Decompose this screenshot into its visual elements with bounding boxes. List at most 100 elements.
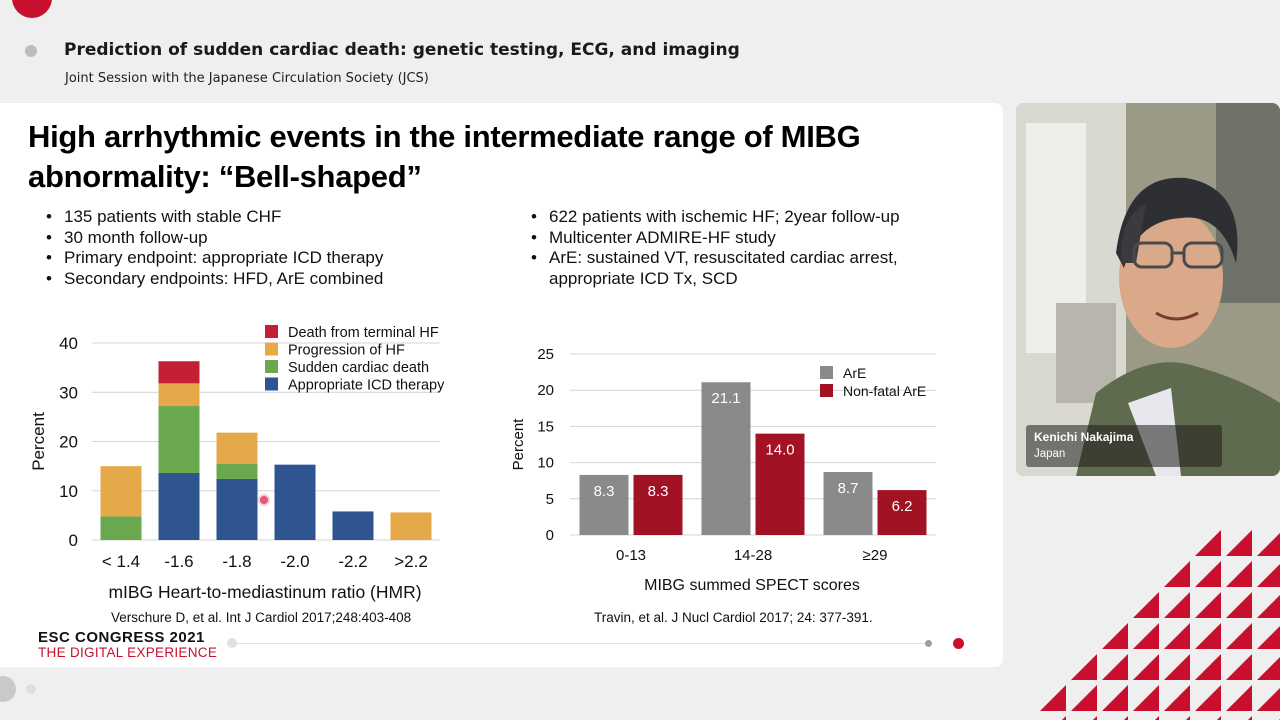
laser-pointer-icon: [260, 496, 268, 504]
list-item: 135 patients with stable CHF: [44, 207, 474, 228]
spect-score-bar-chart: 0 5 10 15 20 25 8.3 8.3 0-13 21.1 14.0 14-28 8.7 6.2 ≥…: [510, 346, 936, 594]
y-axis-label: Percent: [510, 418, 527, 471]
legend-label: Appropriate ICD therapy: [288, 378, 445, 394]
session-subtitle: Joint Session with the Japanese Circulat…: [65, 71, 429, 86]
triangle-shape: [1133, 654, 1159, 680]
triangle-shape: [1226, 530, 1252, 556]
triangle-shape: [1195, 654, 1221, 680]
bar-segment: [158, 361, 200, 384]
triangle-shape: [1226, 561, 1252, 587]
bar: [755, 433, 805, 535]
triangle-shape: [1102, 623, 1128, 649]
right-reference: Travin, et al. J Nucl Cardiol 2017; 24: …: [594, 610, 873, 625]
y-tick-label: 5: [546, 491, 554, 508]
list-item: Primary endpoint: appropriate ICD therap…: [44, 248, 474, 269]
triangle-shape: [1226, 654, 1252, 680]
triangle-shape: [1164, 654, 1190, 680]
x-tick-label: -1.8: [222, 552, 251, 571]
triangle-shape: [1133, 592, 1159, 618]
bar: [823, 472, 873, 535]
triangle-shape: [1248, 716, 1252, 720]
x-tick-label: ≥29: [863, 547, 888, 564]
bar: [701, 382, 751, 535]
y-tick-label: 20: [59, 433, 78, 452]
left-bullet-list: 135 patients with stable CHF 30 month fo…: [44, 207, 474, 289]
hmr-stacked-bar-chart: 0 10 20 30 40 < 1.4 -1.6 -1.8 -2.0 -2.2 >2.2 Percen…: [29, 325, 445, 602]
bar-segment: [274, 464, 316, 540]
session-indicator-dot: [25, 45, 37, 57]
bar: [579, 474, 629, 535]
triangle-shape: [1133, 623, 1159, 649]
bar-segment: [332, 511, 374, 540]
triangle-shape: [1257, 626, 1280, 649]
left-reference: Verschure D, et al. Int J Cardiol 2017;2…: [111, 610, 412, 625]
legend-swatch: [820, 366, 833, 379]
triangle-shape: [1164, 592, 1190, 618]
bar-segment: [100, 466, 142, 517]
x-tick-label: 0-13: [616, 547, 646, 564]
corner-decor-dot: [0, 676, 16, 702]
triangle-shape: [1164, 561, 1190, 587]
triangle-shape: [1226, 623, 1252, 649]
y-tick-label: 20: [537, 382, 554, 399]
x-tick-label: -2.2: [338, 552, 367, 571]
triangle-shape: [1040, 685, 1066, 711]
x-tick-label: >2.2: [394, 552, 428, 571]
bar-segment: [216, 463, 258, 479]
data-label: 8.3: [648, 483, 669, 500]
bar-segment: [158, 383, 200, 407]
congress-logo-line1: ESC CONGRESS 2021: [38, 629, 205, 646]
triangle-shape: [1217, 716, 1221, 720]
triangle-shape: [1257, 533, 1280, 556]
slide-progress-track: [232, 643, 928, 644]
triangle-shape: [1071, 685, 1097, 711]
triangle-shape: [1195, 561, 1221, 587]
triangle-shape: [1279, 719, 1280, 720]
data-label: 8.3: [594, 483, 615, 500]
x-tick-label: -1.6: [164, 552, 193, 571]
legend-label: Death from terminal HF: [288, 325, 439, 341]
legend-swatch: [265, 325, 278, 338]
legend-swatch: [820, 384, 833, 397]
bar-segment: [216, 432, 258, 464]
list-item: ArE: sustained VT, resuscitated cardiac …: [529, 248, 949, 289]
y-axis-label: Percent: [29, 412, 48, 471]
list-item: 622 patients with ischemic HF; 2year fol…: [529, 207, 949, 228]
bar-segment: [216, 478, 258, 540]
progress-current-dot[interactable]: [953, 638, 964, 649]
x-axis-label: MIBG summed SPECT scores: [644, 577, 860, 594]
bar-segment: [158, 473, 200, 540]
triangle-shape: [1124, 716, 1128, 720]
list-item: Secondary endpoints: HFD, ArE combined: [44, 269, 474, 290]
speaker-name: Kenichi Nakajima: [1034, 430, 1134, 444]
triangle-shape: [1164, 685, 1190, 711]
slide-title: High arrhythmic events in the intermedia…: [28, 119, 861, 194]
triangle-shape: [1071, 654, 1097, 680]
legend-label: Non-fatal ArE: [843, 383, 926, 399]
y-tick-label: 25: [537, 346, 554, 363]
triangle-shape: [1226, 592, 1252, 618]
data-label: 14.0: [765, 442, 794, 459]
x-tick-label: -2.0: [280, 552, 309, 571]
legend-swatch: [265, 342, 278, 356]
brand-dot: [12, 0, 52, 18]
legend-swatch: [265, 377, 278, 391]
speaker-country: Japan: [1034, 448, 1066, 460]
data-label: 21.1: [711, 390, 740, 407]
list-item: 30 month follow-up: [44, 228, 474, 249]
y-tick-label: 40: [59, 334, 78, 353]
bar-segment: [158, 406, 200, 474]
data-label: 8.7: [838, 480, 859, 497]
decorative-triangle-pattern: [1040, 530, 1280, 720]
y-tick-label: 30: [59, 383, 78, 402]
triangle-shape: [1102, 654, 1128, 680]
triangle-shape: [1257, 688, 1280, 711]
triangle-shape: [1093, 716, 1097, 720]
triangle-shape: [1155, 716, 1159, 720]
triangle-shape: [1195, 685, 1221, 711]
bar-segment: [390, 512, 432, 540]
triangle-shape: [1062, 716, 1066, 720]
legend-swatch: [265, 360, 278, 373]
legend-label: Progression of HF: [288, 343, 405, 359]
progress-prev-dot[interactable]: [925, 640, 932, 647]
